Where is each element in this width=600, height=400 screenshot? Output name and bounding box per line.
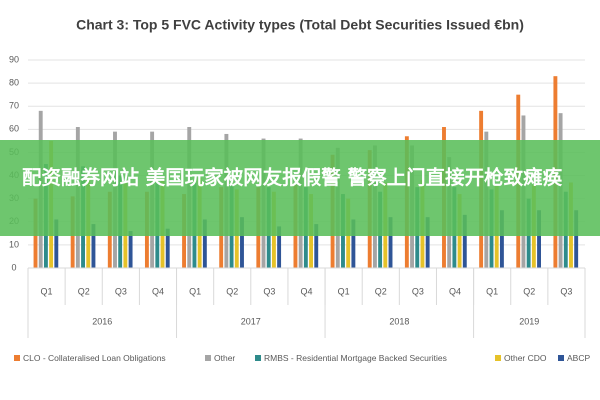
bar <box>128 231 133 268</box>
x-tick-label: Q1 <box>189 286 201 296</box>
y-tick-label: 90 <box>9 54 19 64</box>
y-tick-label: 80 <box>9 77 19 87</box>
legend-swatch <box>558 355 564 361</box>
bar <box>202 219 207 268</box>
legend-swatch <box>14 355 20 361</box>
x-tick-label: Q4 <box>449 286 461 296</box>
y-tick-label: 10 <box>9 239 19 249</box>
legend-label: CLO - Collateralised Loan Obligations <box>23 353 166 363</box>
x-tick-label: Q2 <box>523 286 535 296</box>
bar <box>240 217 244 268</box>
bar <box>91 224 96 268</box>
bar <box>462 214 467 268</box>
bar <box>165 228 170 268</box>
x-tick-label: Q3 <box>412 286 424 296</box>
x-tick-label: Q4 <box>152 286 164 296</box>
overlay-banner: 配资融券网站 美国玩家被网友报假警 警察上门直接开枪致瘫痪 <box>0 140 600 236</box>
bar <box>574 210 579 268</box>
x-tick-label: Q4 <box>300 286 312 296</box>
bar <box>388 217 393 268</box>
x-tick-label: Q3 <box>560 286 572 296</box>
legend-label: Other <box>214 353 235 363</box>
legend-label: Other CDO <box>504 353 547 363</box>
group-label: 2016 <box>92 316 112 326</box>
y-tick-label: 0 <box>11 262 16 272</box>
bar <box>351 219 356 268</box>
legend-label: RMBS - Residential Mortgage Backed Secur… <box>264 353 447 363</box>
legend-swatch <box>255 355 261 361</box>
x-tick-label: Q2 <box>78 286 90 296</box>
legend-swatch <box>495 355 501 361</box>
bar <box>499 210 504 268</box>
bar <box>425 217 430 268</box>
legend-label: ABCP <box>567 353 590 363</box>
overlay-text: 配资融券网站 美国玩家被网友报假警 警察上门直接开枪致瘫痪 <box>22 166 563 189</box>
chart-title: Chart 3: Top 5 FVC Activity types (Total… <box>76 17 524 33</box>
x-tick-label: Q3 <box>263 286 275 296</box>
y-tick-label: 60 <box>9 124 19 134</box>
group-label: 2018 <box>389 316 409 326</box>
x-tick-label: Q1 <box>338 286 350 296</box>
group-label: 2019 <box>519 316 539 326</box>
legend-swatch <box>205 355 211 361</box>
x-tick-label: Q2 <box>375 286 387 296</box>
bar <box>54 219 59 268</box>
x-tick-label: Q3 <box>115 286 127 296</box>
bar <box>277 226 282 268</box>
bar <box>537 210 541 268</box>
x-tick-label: Q1 <box>41 286 53 296</box>
x-tick-label: Q1 <box>486 286 498 296</box>
bar <box>314 224 319 268</box>
group-label: 2017 <box>241 316 261 326</box>
x-tick-label: Q2 <box>226 286 238 296</box>
y-tick-label: 70 <box>9 101 19 111</box>
